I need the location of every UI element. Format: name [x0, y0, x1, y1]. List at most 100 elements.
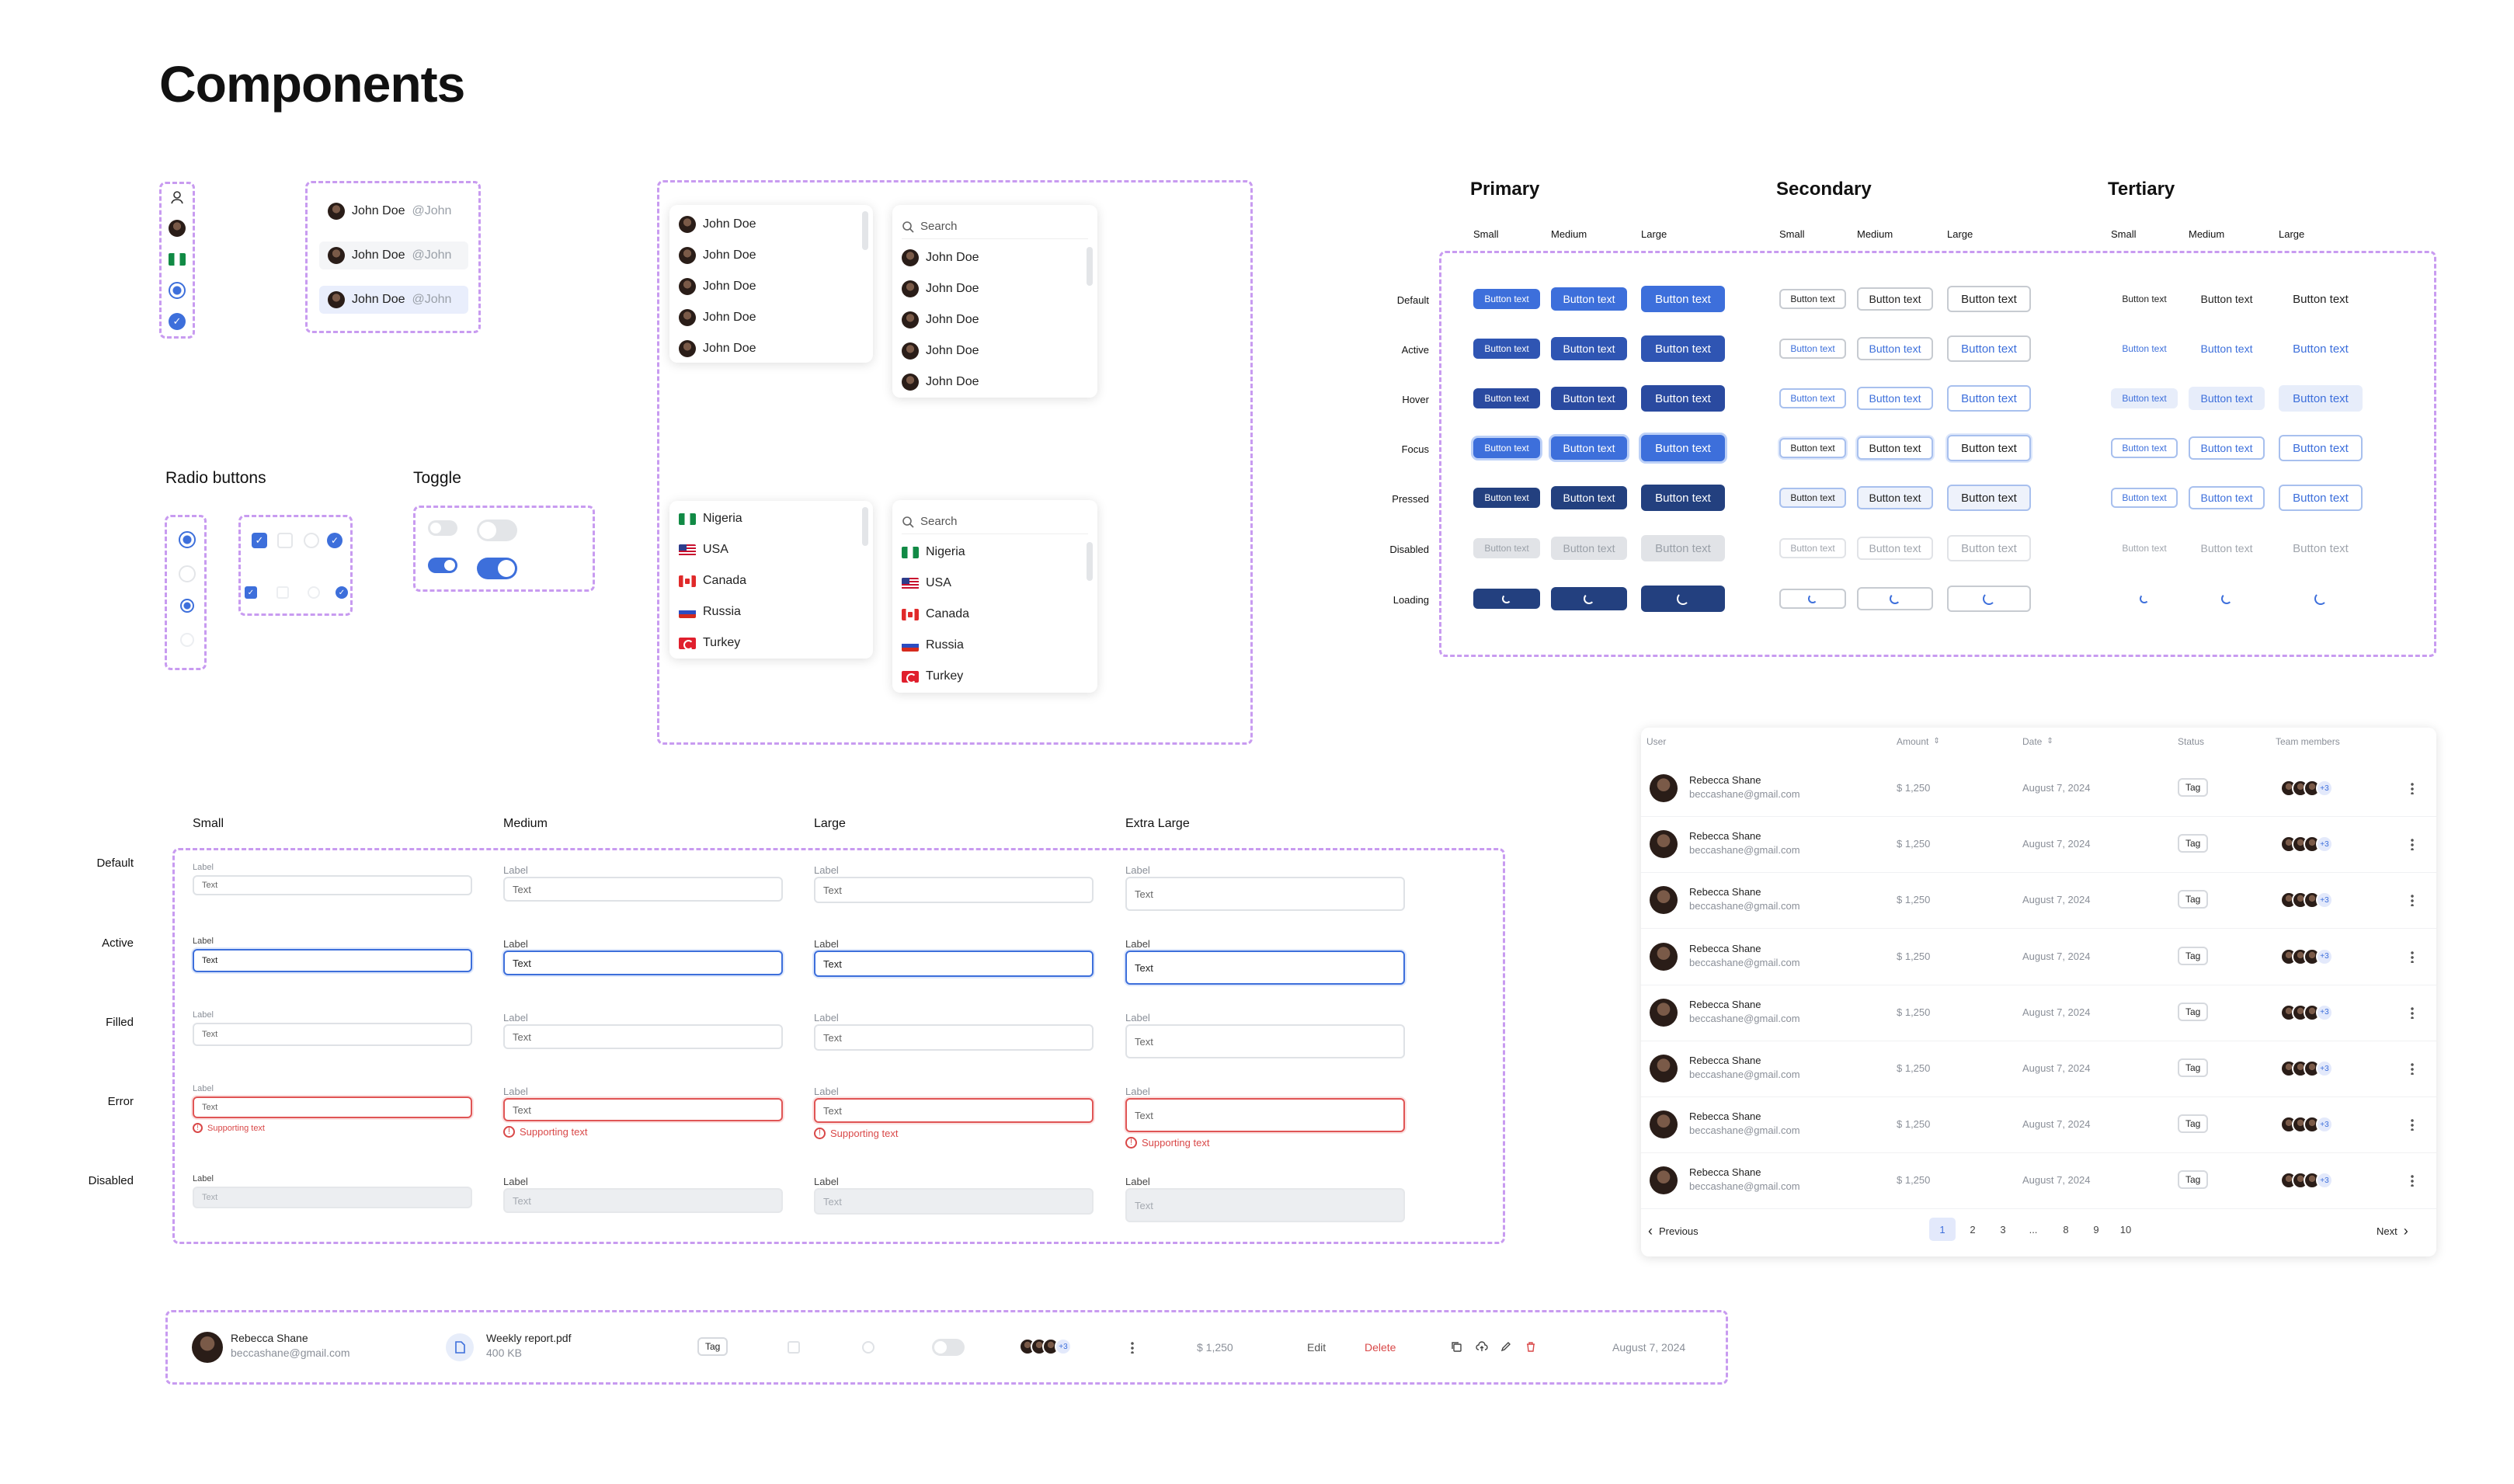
primary-button-pressed-small[interactable]: Button text	[1473, 488, 1540, 508]
tertiary-button-active-medium[interactable]: Button text	[2189, 337, 2265, 360]
pagination-next[interactable]: Next ›	[2377, 1224, 2408, 1238]
kebab-icon[interactable]	[2411, 1006, 2414, 1019]
tertiary-button-hover-large[interactable]: Button text	[2279, 385, 2363, 412]
country-option[interactable]: Canada	[679, 569, 746, 593]
radio-checked-small[interactable]	[180, 599, 194, 613]
user-option[interactable]: John Doe	[902, 246, 979, 269]
text-input-filled[interactable]: Text	[193, 1023, 472, 1046]
secondary-button-loading-medium[interactable]	[1857, 587, 1933, 610]
tertiary-button-active-small[interactable]: Button text	[2111, 339, 2178, 359]
country-option[interactable]: Turkey	[679, 631, 740, 655]
kebab-icon[interactable]	[2411, 950, 2414, 963]
tertiary-button-default-medium[interactable]: Button text	[2189, 287, 2265, 311]
page-button[interactable]: ...	[2029, 1223, 2038, 1236]
text-input-active[interactable]: Text	[1125, 951, 1405, 985]
user-option[interactable]: John Doe	[679, 306, 756, 329]
tertiary-button-pressed-large[interactable]: Button text	[2279, 485, 2363, 511]
primary-button-disabled-medium[interactable]: Button text	[1551, 537, 1627, 560]
secondary-button-focus-medium[interactable]: Button text	[1857, 436, 1933, 460]
secondary-button-loading-large[interactable]	[1947, 586, 2031, 612]
tertiary-button-pressed-medium[interactable]: Button text	[2189, 486, 2265, 509]
secondary-button-focus-large[interactable]: Button text	[1947, 435, 2031, 461]
text-input-active[interactable]: Text	[814, 951, 1094, 977]
secondary-button-default-small[interactable]: Button text	[1779, 289, 1846, 309]
kebab-icon[interactable]	[2411, 1062, 2414, 1075]
edit-icon[interactable]	[1500, 1341, 1511, 1356]
primary-button-active-large[interactable]: Button text	[1641, 335, 1725, 362]
primary-button-active-small[interactable]: Button text	[1473, 339, 1540, 359]
tertiary-button-loading-large[interactable]	[2279, 586, 2363, 612]
page-button[interactable]: 1	[1929, 1218, 1956, 1241]
copy-icon[interactable]	[1451, 1341, 1462, 1356]
kebab-icon[interactable]	[2411, 782, 2414, 794]
primary-button-disabled-small[interactable]: Button text	[1473, 538, 1540, 558]
radio-unchecked[interactable]	[862, 1341, 875, 1354]
text-input-active[interactable]: Text	[503, 951, 783, 975]
primary-button-focus-small[interactable]: Button text	[1473, 438, 1540, 458]
secondary-button-default-medium[interactable]: Button text	[1857, 287, 1933, 311]
check-circle-icon[interactable]: ✓	[327, 533, 343, 548]
primary-button-loading-large[interactable]	[1641, 586, 1725, 612]
radio-unchecked-small[interactable]	[180, 633, 194, 647]
primary-button-loading-small[interactable]	[1473, 589, 1540, 609]
tertiary-button-disabled-medium[interactable]: Button text	[2189, 537, 2265, 560]
primary-button-default-large[interactable]: Button text	[1641, 286, 1725, 312]
tertiary-button-disabled-large[interactable]: Button text	[2279, 535, 2363, 561]
primary-button-hover-medium[interactable]: Button text	[1551, 387, 1627, 410]
user-option[interactable]: John Doe	[902, 339, 979, 363]
country-option[interactable]: USA	[679, 538, 728, 561]
primary-button-hover-small[interactable]: Button text	[1473, 388, 1540, 408]
text-input-error[interactable]: Text	[814, 1098, 1094, 1123]
kebab-icon[interactable]	[1131, 1341, 1134, 1354]
country-option[interactable]: USA	[902, 572, 951, 595]
toggle-off-small[interactable]	[428, 520, 457, 536]
secondary-button-pressed-medium[interactable]: Button text	[1857, 486, 1933, 509]
tertiary-button-disabled-small[interactable]: Button text	[2111, 538, 2178, 558]
page-button[interactable]: 9	[2093, 1223, 2099, 1236]
primary-button-disabled-large[interactable]: Button text	[1641, 535, 1725, 561]
text-input-error[interactable]: Text	[503, 1098, 783, 1121]
delete-button[interactable]: Delete	[1365, 1341, 1396, 1354]
secondary-button-hover-large[interactable]: Button text	[1947, 385, 2031, 412]
text-input-default[interactable]: Text	[193, 875, 472, 895]
text-input-filled[interactable]: Text	[1125, 1024, 1405, 1058]
tertiary-button-focus-small[interactable]: Button text	[2111, 438, 2178, 458]
tertiary-button-focus-medium[interactable]: Button text	[2189, 436, 2265, 460]
user-option[interactable]: John Doe	[679, 213, 756, 236]
upload-icon[interactable]	[1476, 1341, 1488, 1356]
tertiary-button-hover-small[interactable]: Button text	[2111, 388, 2178, 408]
page-button[interactable]: 8	[2063, 1223, 2069, 1236]
pagination-previous[interactable]: ‹ Previous	[1648, 1224, 1699, 1238]
country-option[interactable]: Turkey	[902, 665, 963, 688]
secondary-button-hover-medium[interactable]: Button text	[1857, 387, 1933, 410]
toggle-on-large[interactable]	[477, 558, 517, 579]
checkbox-checked-small[interactable]: ✓	[245, 586, 257, 599]
check-circle-icon[interactable]: ✓	[169, 313, 186, 330]
secondary-button-pressed-small[interactable]: Button text	[1779, 488, 1846, 508]
text-input-default[interactable]: Text	[814, 877, 1094, 903]
kebab-icon[interactable]	[2411, 894, 2414, 907]
toggle-off-large[interactable]	[477, 520, 517, 541]
tertiary-button-loading-medium[interactable]	[2189, 587, 2265, 610]
secondary-button-disabled-large[interactable]: Button text	[1947, 535, 2031, 561]
primary-button-focus-large[interactable]: Button text	[1641, 435, 1725, 461]
search-input[interactable]: Search	[902, 214, 1088, 239]
check-circle-icon[interactable]: ✓	[336, 586, 348, 599]
primary-button-focus-medium[interactable]: Button text	[1551, 436, 1627, 460]
secondary-button-default-large[interactable]: Button text	[1947, 286, 2031, 312]
tertiary-button-hover-medium[interactable]: Button text	[2189, 387, 2265, 410]
radio-icon[interactable]	[169, 282, 186, 299]
primary-button-hover-large[interactable]: Button text	[1641, 385, 1725, 412]
page-button[interactable]: 10	[2119, 1223, 2132, 1236]
text-input-error[interactable]: Text	[1125, 1098, 1405, 1132]
primary-button-pressed-large[interactable]: Button text	[1641, 485, 1725, 511]
text-input-filled[interactable]: Text	[814, 1024, 1094, 1051]
page-button[interactable]: 2	[1970, 1223, 1976, 1236]
text-input-active[interactable]: Text	[193, 949, 472, 972]
tertiary-button-loading-small[interactable]	[2111, 589, 2178, 609]
country-option[interactable]: Nigeria	[679, 507, 742, 530]
user-option[interactable]: John Doe	[679, 244, 756, 267]
text-input-error[interactable]: Text	[193, 1096, 472, 1118]
tertiary-button-pressed-small[interactable]: Button text	[2111, 488, 2178, 508]
primary-button-active-medium[interactable]: Button text	[1551, 337, 1627, 360]
